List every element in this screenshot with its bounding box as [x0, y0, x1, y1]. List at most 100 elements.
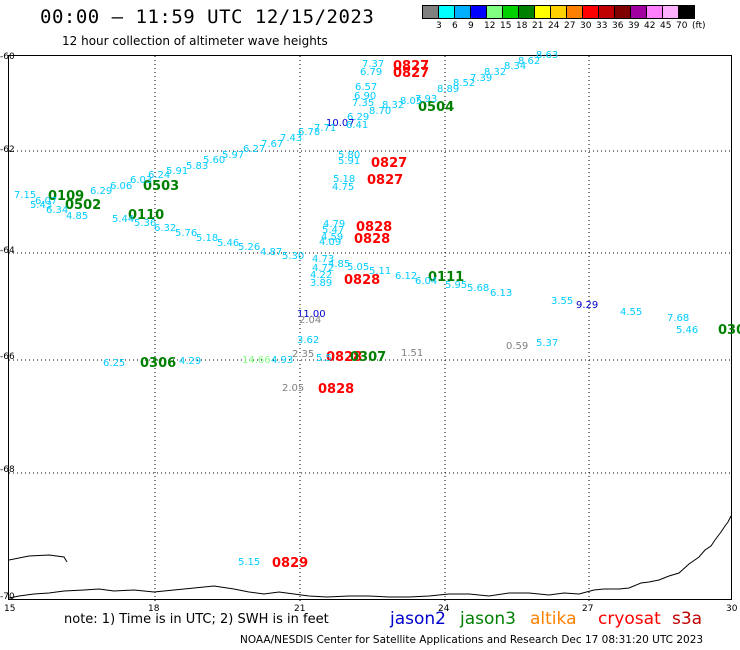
pass-time-label: 0827 — [393, 59, 430, 74]
satellite-altika: altika — [530, 609, 577, 629]
wave-height-value: 6.41 — [346, 120, 369, 131]
wave-height-value: 7.43 — [280, 133, 303, 144]
wave-height-value: 8.32 — [484, 67, 507, 78]
wave-height-value: 5.15 — [238, 557, 261, 568]
wave-height-value: 2.35 — [292, 349, 315, 360]
y-tick-label: -66 — [0, 352, 15, 362]
wave-height-value: 11.00 — [297, 309, 326, 320]
legend-swatch — [486, 5, 503, 19]
wave-height-value: 5.76 — [175, 228, 198, 239]
pass-time-label: 0306 — [718, 323, 740, 338]
wave-height-value: 5.37 — [536, 338, 559, 349]
pass-time-label: 0306 — [140, 356, 177, 371]
legend-swatch — [566, 5, 583, 19]
wave-height-value: 5.97 — [222, 150, 245, 161]
legend-label: 30 — [580, 21, 592, 31]
map-subtitle: 12 hour collection of altimeter wave hei… — [62, 34, 328, 48]
wave-height-value: 7.39 — [470, 73, 493, 84]
wave-height-value: 5.80 — [338, 150, 361, 161]
pass-time-label: 0111 — [428, 270, 465, 285]
map-plot-area — [8, 55, 733, 601]
legend-label: (ft) — [692, 21, 706, 31]
legend-label: 36 — [612, 21, 624, 31]
legend-swatch — [518, 5, 535, 19]
wave-height-value: 14.66 — [242, 355, 271, 366]
wave-height-value: 5.05 — [347, 262, 370, 273]
wave-height-value: 4.85 — [66, 211, 89, 222]
wave-height-value: 3.62 — [297, 335, 320, 346]
legend-labels: 3 6 9 12 15 18 21 24 27 30 33 36 39 42 45 70 (ft) — [422, 21, 740, 33]
legend-swatch — [454, 5, 471, 19]
wave-height-value: 5.68 — [467, 283, 490, 294]
wave-height-value: 7.67 — [261, 139, 284, 150]
y-tick-label: -68 — [0, 465, 15, 475]
pass-time-label: 0828 — [318, 382, 355, 397]
x-tick-label: 21 — [294, 604, 306, 614]
legend-swatch — [422, 5, 439, 19]
wave-height-value: 6.12 — [395, 271, 418, 282]
legend-swatch — [470, 5, 487, 19]
wave-height-value: 4.09 — [319, 237, 342, 248]
wave-height-value: 4.29 — [179, 356, 202, 367]
wave-height-value: 6.07 — [35, 196, 58, 207]
wave-height-value: 7.71 — [314, 123, 337, 134]
wave-height-value: 6.24 — [148, 170, 171, 181]
legend-label: 18 — [516, 21, 528, 31]
wave-height-value: 5.91 — [338, 156, 361, 167]
wave-height-value: 6.57 — [355, 82, 378, 93]
wave-height-value: 4.93 — [271, 355, 294, 366]
wave-height-value: 5.95 — [445, 280, 468, 291]
legend-label: 15 — [500, 21, 512, 31]
pass-time-label: 0110 — [128, 208, 165, 223]
pass-time-label: 0828 — [344, 273, 381, 288]
legend-swatch — [646, 5, 663, 19]
wave-height-value: 6.04 — [415, 276, 438, 287]
legend-swatch — [678, 5, 695, 19]
legend-swatch — [582, 5, 599, 19]
pass-time-label: 0307 — [350, 350, 387, 365]
wave-height-value: 4.75 — [332, 182, 355, 193]
wave-height-value: 8.34 — [504, 61, 527, 72]
pass-time-label: 0502 — [65, 198, 102, 213]
wave-height-value: 6.90 — [354, 91, 377, 102]
wave-height-value: 8.62 — [518, 56, 541, 67]
pass-time-label: 0828 — [356, 220, 393, 235]
wave-height-value: 8.63 — [536, 50, 559, 61]
wave-height-value: 5.30 — [282, 251, 305, 262]
wave-height-value: 3.55 — [551, 296, 574, 307]
wave-height-value: 9.29 — [576, 300, 599, 311]
wave-height-value: 7.37 — [362, 59, 385, 70]
legend-label: 70 — [676, 21, 688, 31]
pass-time-label: 0828 — [326, 350, 363, 365]
wave-height-value: 7.35 — [352, 98, 375, 109]
wave-height-value: 7.93 — [415, 94, 438, 105]
legend-swatch — [550, 5, 567, 19]
pass-time-label: 0109 — [48, 189, 85, 204]
y-tick-label: -64 — [0, 246, 15, 256]
wave-height-value: 4.87 — [260, 247, 283, 258]
legend-swatch — [598, 5, 615, 19]
legend-label: 3 — [436, 21, 442, 31]
wave-height-value: 4.59 — [321, 232, 344, 243]
map-title: 00:00 – 11:59 UTC 12/15/2023 — [40, 6, 375, 28]
credit-line: NOAA/NESDIS Center for Satellite Applica… — [240, 634, 704, 646]
wave-height-value: 6.29 — [347, 112, 370, 123]
wave-height-value: 6.34 — [46, 205, 69, 216]
wave-height-value: 6.32 — [154, 223, 177, 234]
wave-height-value: 3.89 — [310, 278, 333, 289]
wave-height-value: 8.52 — [453, 78, 476, 89]
wave-height-value: 6.06 — [110, 181, 133, 192]
wave-height-value: 6.29 — [90, 186, 113, 197]
wave-height-value: 5.36 — [134, 218, 157, 229]
legend-swatch — [502, 5, 519, 19]
wave-height-value: 6.27 — [243, 144, 266, 155]
antarctic-coastline — [9, 515, 732, 599]
y-tick-label: -62 — [0, 145, 15, 155]
x-tick-label: 30 — [726, 604, 738, 614]
x-tick-label: 15 — [4, 604, 16, 614]
wave-height-value: 8.70 — [369, 106, 392, 117]
legend-label: 33 — [596, 21, 608, 31]
wave-height-value: 4.72 — [312, 263, 335, 274]
wave-height-value: 8.05 — [400, 96, 423, 107]
wave-height-value: 7.15 — [14, 190, 37, 201]
